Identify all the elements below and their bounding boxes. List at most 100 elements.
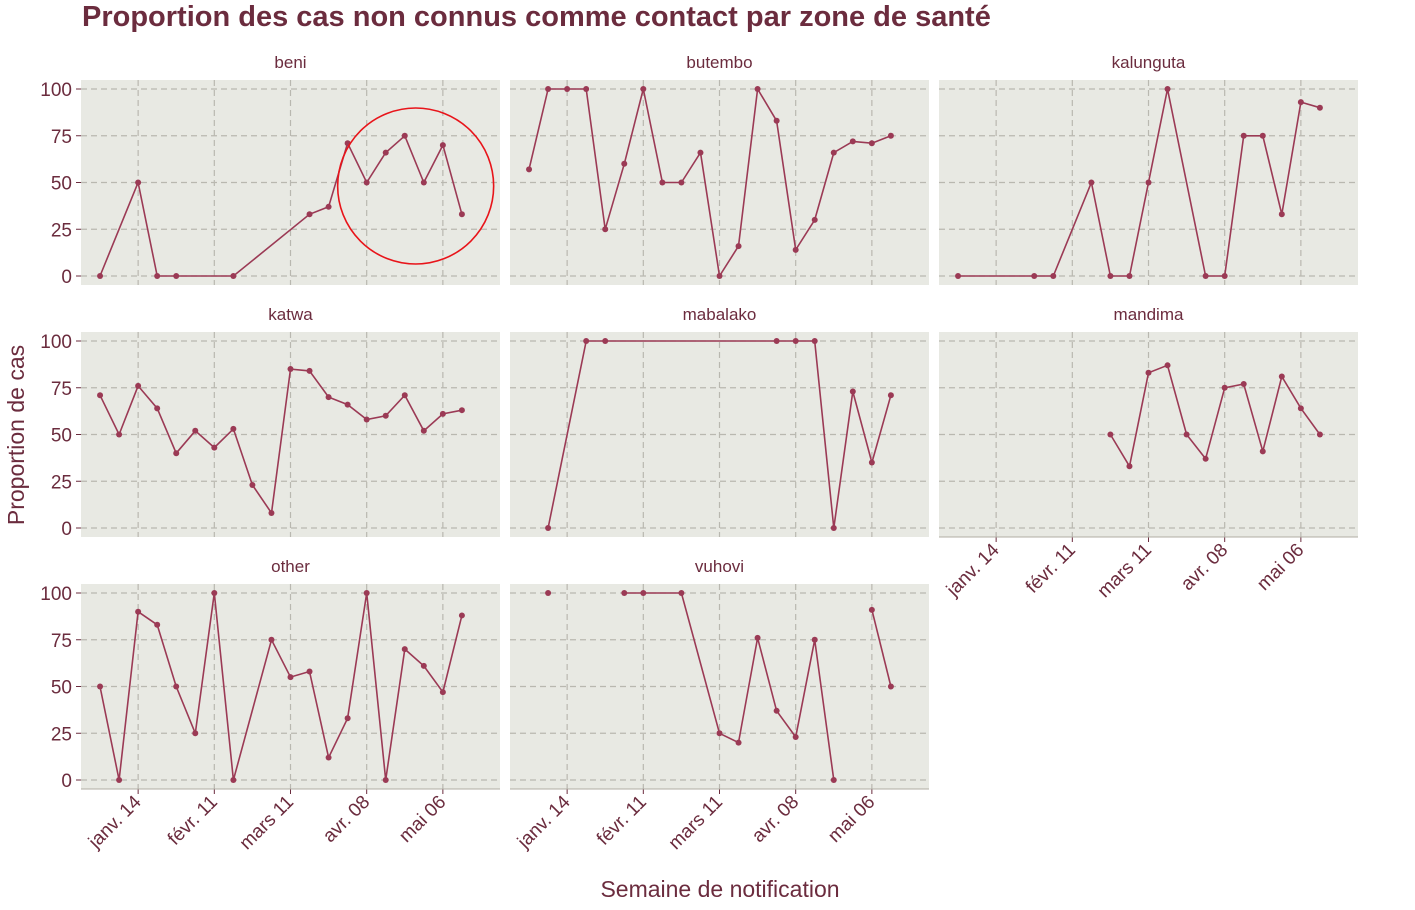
data-point	[1202, 273, 1209, 279]
data-point	[602, 338, 609, 344]
data-point	[154, 621, 161, 628]
data-point	[887, 132, 894, 139]
y-tick-label: 75	[51, 631, 72, 652]
data-point	[344, 401, 351, 408]
data-point	[868, 459, 875, 466]
highlight-circle	[336, 107, 495, 265]
data-point	[545, 590, 552, 596]
series-line	[99, 368, 463, 516]
data-point	[1164, 362, 1171, 369]
series-line	[624, 592, 835, 781]
data-point	[1240, 132, 1247, 139]
panel-title: mandima	[1114, 305, 1184, 324]
data-point	[1145, 179, 1152, 186]
data-point	[173, 273, 180, 279]
y-tick-label: 0	[61, 771, 72, 792]
data-point	[154, 273, 161, 279]
data-point	[640, 590, 647, 596]
data-point	[602, 226, 609, 233]
data-point	[1316, 431, 1323, 438]
data-point	[811, 216, 818, 223]
data-point	[458, 612, 465, 619]
data-point	[659, 179, 666, 186]
x-tick-label: mai 06	[1253, 540, 1308, 595]
data-point	[716, 273, 723, 279]
data-point	[955, 273, 962, 279]
panels: beni 0 25 50 75 100 butembo kalunguta katwa 0 25 50…	[40, 53, 1358, 854]
x-tick-label: mars 11	[236, 792, 298, 854]
y-tick-label: 100	[40, 332, 72, 353]
chart-title: Proportion des cas non connus comme cont…	[82, 1, 991, 33]
panel-title: vuhovi	[695, 557, 744, 576]
data-point	[1297, 99, 1304, 106]
data-point	[773, 338, 780, 344]
x-tick-label: févr. 11	[593, 792, 651, 850]
data-point	[401, 646, 408, 653]
x-tick-label: janv. 14	[84, 791, 146, 853]
data-point	[230, 777, 237, 783]
data-point	[640, 86, 647, 92]
data-point	[1107, 431, 1114, 438]
panel-title: butembo	[686, 53, 752, 72]
y-tick-label: 50	[51, 174, 72, 195]
data-point	[420, 427, 427, 434]
y-tick-label: 75	[51, 127, 72, 148]
data-point	[773, 117, 780, 124]
data-point	[1164, 86, 1171, 92]
data-point	[1183, 431, 1190, 438]
y-tick-label: 0	[61, 267, 72, 288]
series-line	[547, 340, 892, 529]
y-tick-label: 25	[51, 724, 72, 745]
data-point	[382, 777, 389, 783]
data-point	[526, 166, 533, 173]
data-point	[211, 590, 218, 596]
data-point	[420, 662, 427, 669]
panel-title: katwa	[268, 305, 313, 324]
data-point	[1278, 373, 1285, 380]
data-point	[792, 246, 799, 253]
data-point	[401, 392, 408, 399]
y-tick-label: 100	[40, 584, 72, 605]
data-point	[458, 211, 465, 218]
data-point	[268, 510, 275, 517]
x-axis-label: Semaine de notification	[600, 876, 839, 902]
data-point	[1088, 179, 1095, 186]
panel-title: beni	[274, 53, 306, 72]
data-point	[325, 203, 332, 210]
data-point	[344, 715, 351, 722]
data-point	[678, 179, 685, 186]
panel-other: other 0 25 50 75 100 janv. 14 févr. 11 mars 11 av…	[40, 557, 500, 854]
data-point	[363, 416, 370, 423]
data-point	[868, 606, 875, 613]
data-point	[249, 481, 256, 488]
panel-mabalako: mabalako	[510, 305, 929, 537]
data-point	[287, 366, 294, 373]
data-point	[135, 608, 142, 615]
data-point	[306, 367, 313, 374]
data-point	[1145, 369, 1152, 376]
x-tick-label: janv. 14	[942, 539, 1004, 601]
data-point	[1297, 405, 1304, 412]
data-point	[192, 427, 199, 434]
data-point	[792, 338, 799, 344]
data-point	[811, 338, 818, 344]
data-point	[1202, 455, 1209, 462]
data-point	[564, 86, 571, 92]
y-tick-label: 0	[61, 519, 72, 540]
y-tick-label: 25	[51, 472, 72, 493]
data-point	[116, 431, 123, 438]
data-point	[1316, 104, 1323, 111]
data-point	[420, 179, 427, 186]
panel-title: mabalako	[683, 305, 757, 324]
panel-title: kalunguta	[1112, 53, 1186, 72]
x-tick-label: févr. 11	[1022, 540, 1080, 598]
x-tick-label: mars 11	[665, 792, 727, 854]
data-point	[678, 590, 685, 596]
data-point	[1050, 273, 1057, 279]
data-point	[849, 138, 856, 145]
series-line	[871, 609, 892, 687]
x-tick-label: avr. 08	[1177, 540, 1232, 595]
data-point	[1240, 381, 1247, 388]
data-point	[887, 683, 894, 690]
